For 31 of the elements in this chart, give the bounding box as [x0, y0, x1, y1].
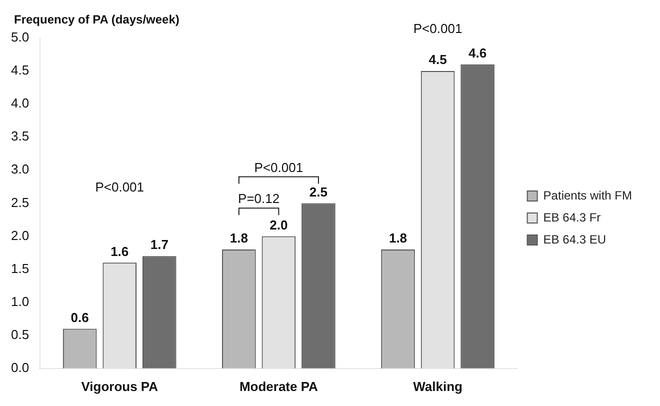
annotation: P<0.001 [95, 180, 144, 195]
data-label: 1.6 [110, 244, 129, 259]
y-tick-label: 3.0 [10, 162, 30, 177]
y-tick-label: 1.5 [10, 260, 30, 276]
y-tick-label: 4.5 [10, 62, 30, 78]
legend-label: EB 64.3 Fr [543, 210, 601, 224]
data-label: 4.5 [428, 52, 447, 68]
x-tick-label: Walking [413, 378, 462, 394]
y-tick-label: 0.0 [10, 360, 30, 375]
y-tick-label: 3.5 [10, 128, 30, 144]
y-tick-label: 5.0 [10, 30, 30, 45]
data-label: 0.6 [70, 310, 89, 325]
y-tick-label: 4.0 [10, 96, 30, 111]
data-label: 1.8 [388, 230, 408, 246]
annotation: P<0.001 [254, 160, 304, 175]
y-tick-label: 2.0 [10, 228, 30, 243]
x-tick-label: Vigorous PA [81, 378, 159, 394]
x-tick-label: Moderate PA [239, 378, 319, 394]
data-label: 2.5 [309, 184, 328, 200]
y-tick-label: 0.5 [10, 326, 30, 342]
y-axis-title: Frequency of PA (days/week) [14, 12, 180, 26]
data-label: 2.0 [270, 217, 288, 232]
data-label: 1.8 [230, 230, 248, 246]
y-tick-label: 2.5 [10, 194, 30, 210]
data-label: 1.7 [150, 237, 168, 252]
legend-label: EB 64.3 EU [543, 232, 606, 246]
annotation: P=0.12 [238, 191, 280, 206]
legend-label: Patients with FM [543, 188, 632, 202]
y-tick-label: 1.0 [10, 294, 30, 309]
text: P<0.001 [413, 21, 462, 36]
data-label: 4.6 [468, 46, 487, 61]
